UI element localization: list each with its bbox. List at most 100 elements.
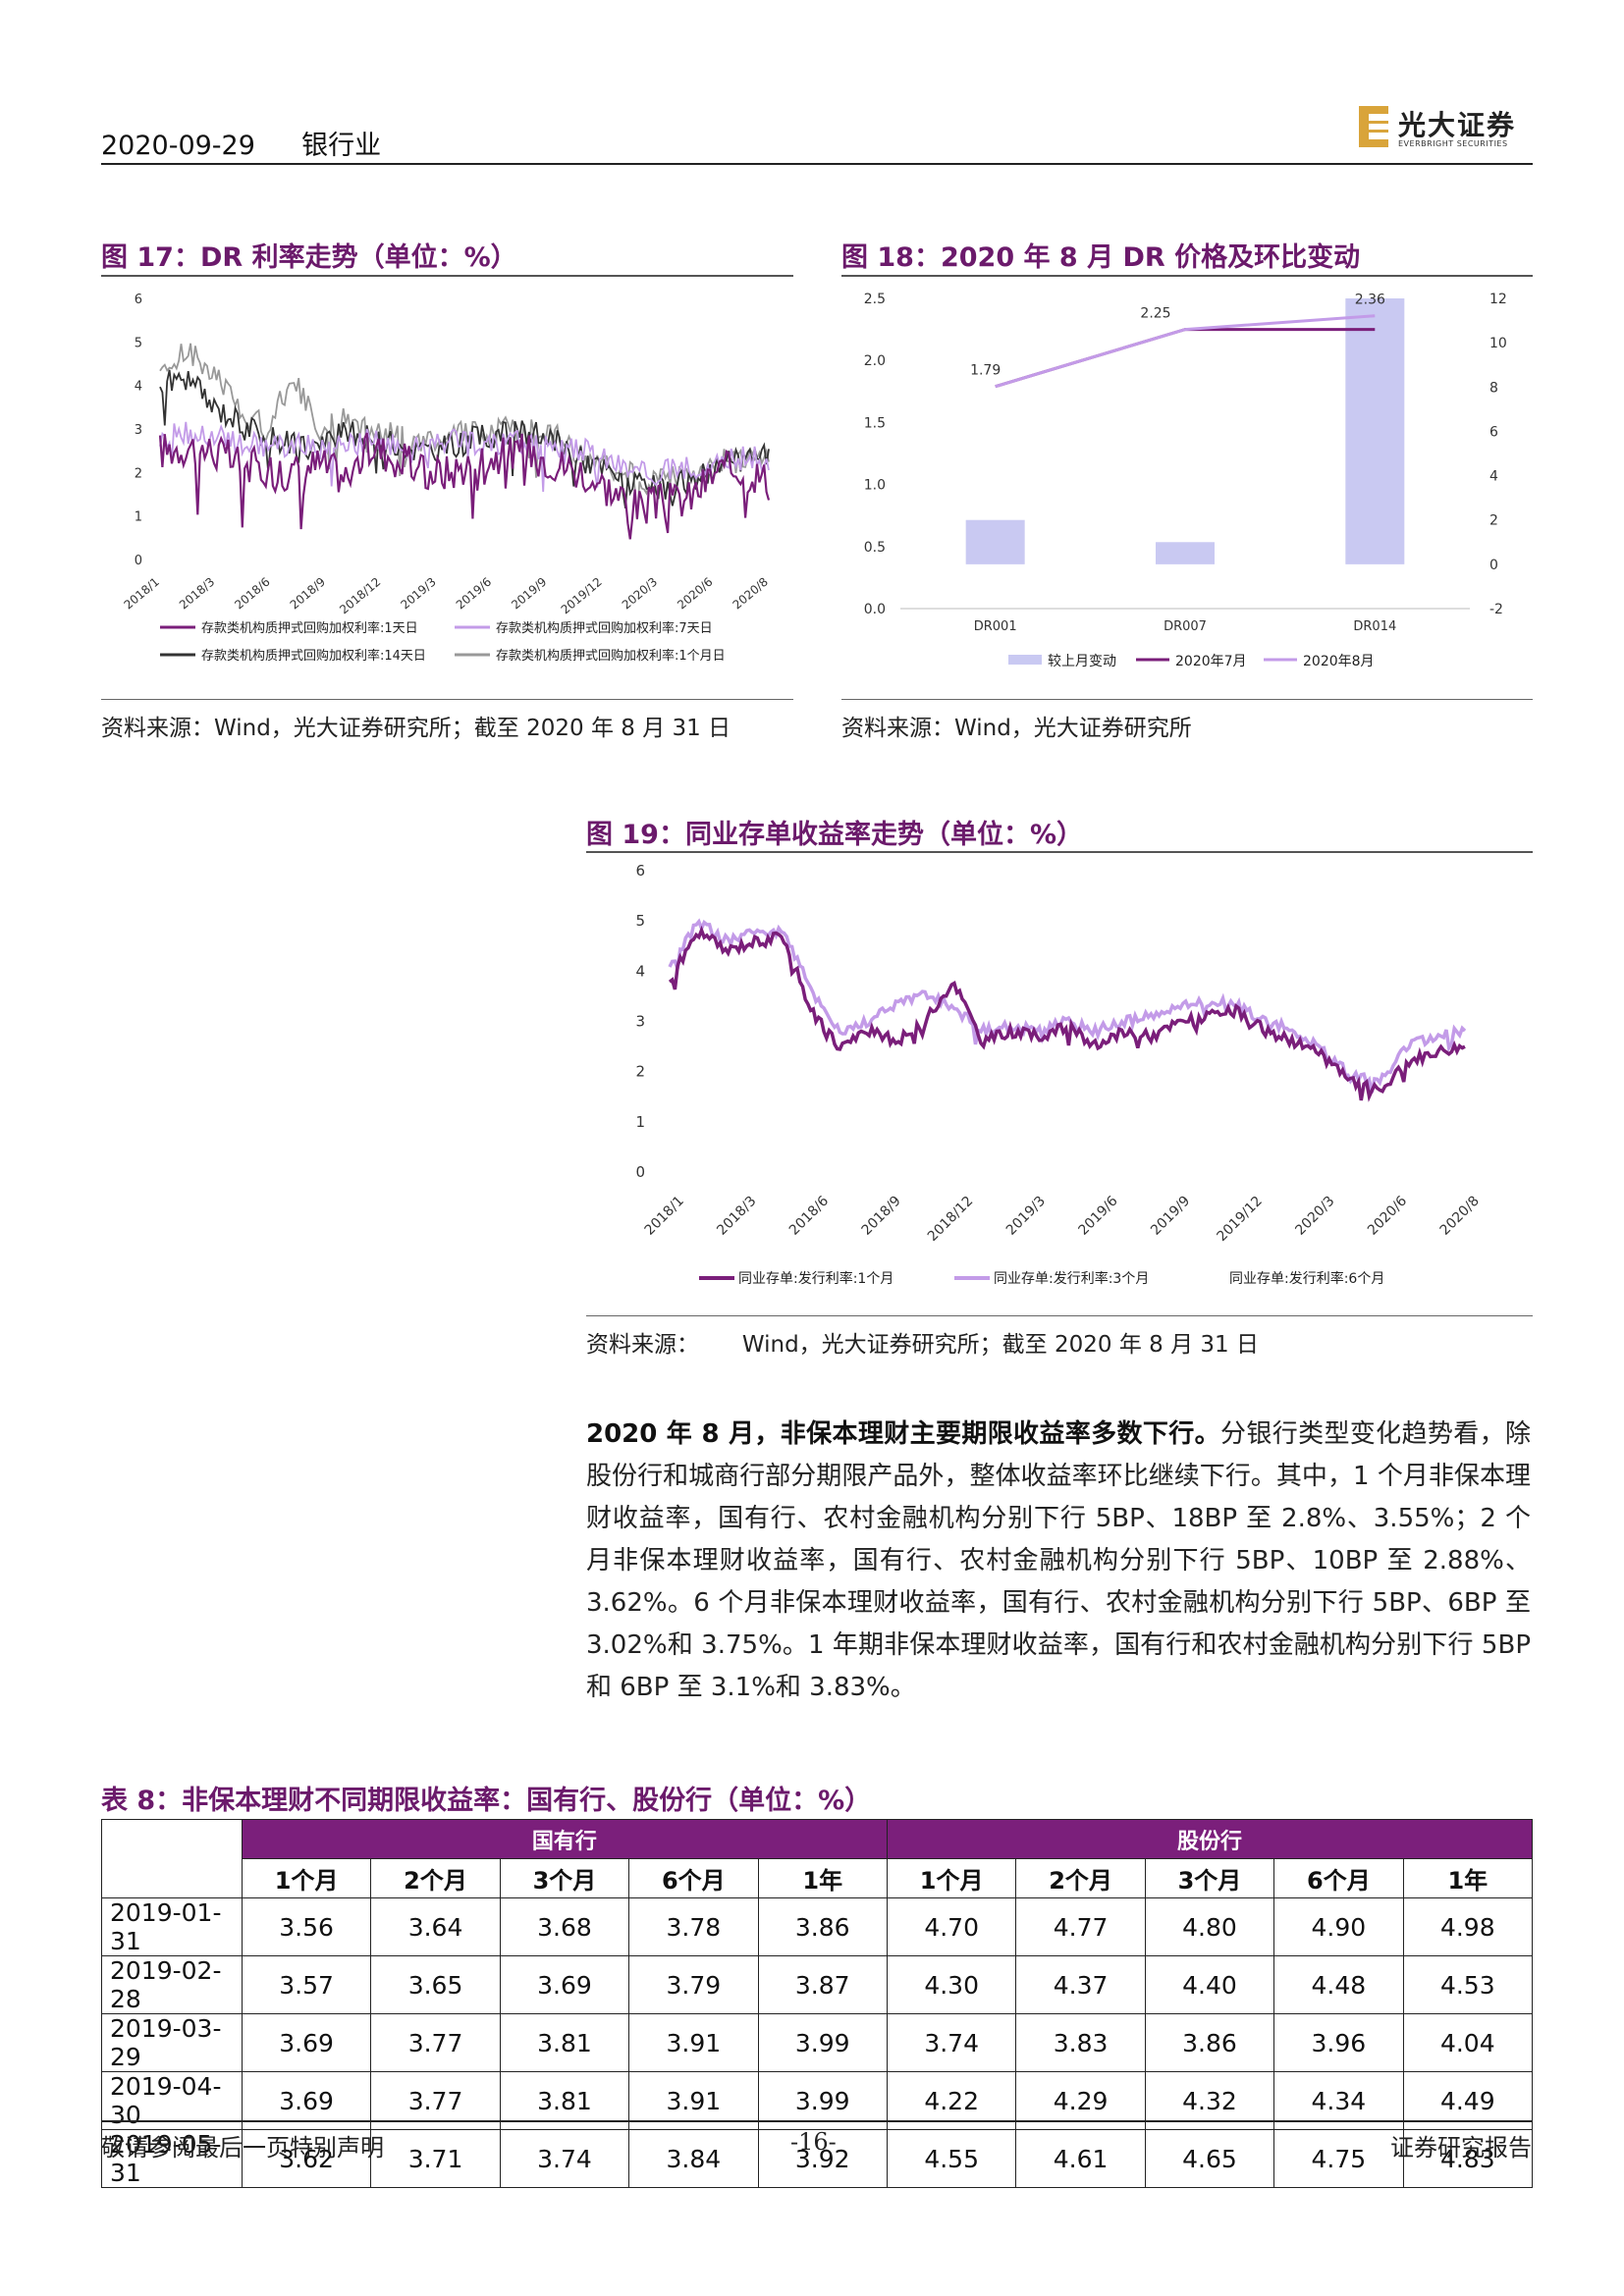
report-header: 2020-09-29 银行业 (101, 124, 381, 162)
fig19-x-tick-label: 2019/12 (1214, 1194, 1265, 1245)
fig17-series-line (159, 421, 770, 493)
table8-value-cell: 3.74 (886, 2013, 1017, 2072)
table8-value-cell: 3.77 (370, 2013, 501, 2072)
table8-subheader-cell: 2个月 (1015, 1858, 1146, 1898)
fig17-series-line (158, 432, 771, 540)
table8-value-cell: 3.86 (1144, 2013, 1275, 2072)
table8-value-cell: 4.37 (1015, 1955, 1146, 2014)
fig17-x-tick-label: 2019/12 (559, 575, 605, 617)
fig18-right-tick-label: 12 (1489, 292, 1507, 307)
fig19-y-tick-label: 1 (635, 1113, 645, 1131)
table8-value-cell: 3.71 (370, 2129, 501, 2188)
fig18-right-tick-label: 4 (1489, 469, 1498, 485)
table8-value-cell: 3.81 (499, 2013, 630, 2072)
table8-value-cell: 4.40 (1144, 1955, 1275, 2014)
table8-value-cell: 3.74 (499, 2129, 630, 2188)
fig17-source: 资料来源：Wind，光大证券研究所；截至 2020 年 8 月 31 日 (101, 716, 731, 741)
paragraph-lead: 2020 年 8 月，非保本理财主要期限收益率多数下行。 (586, 1419, 1220, 1449)
table8-value-cell: 4.83 (1402, 2129, 1534, 2188)
fig19-x-tick-label: 2019/9 (1148, 1194, 1193, 1239)
fig19-x-tick-label: 2019/3 (1003, 1194, 1049, 1239)
table8-group-joint: 股份行 (886, 1819, 1534, 1859)
table8-value-cell: 3.87 (757, 1955, 888, 2014)
fig19-y-tick-label: 5 (635, 912, 645, 930)
fig17-y-tick-label: 2 (135, 466, 142, 481)
table8-subheader-cell: 3个月 (499, 1858, 630, 1898)
fig17-x-tick-label: 2018/3 (177, 575, 217, 613)
fig19-x-tick-label: 2020/3 (1292, 1194, 1337, 1239)
fig17-chart: 0 1 2 3 4 5 6 2018/1 2018/3 2018/6 2018/9 2018/12 20… (122, 293, 771, 664)
table8-subheader-cell: 6个月 (1273, 1858, 1404, 1898)
fig18-legend-label: 2020年7月 (1175, 654, 1247, 669)
fig17-y-tick-label: 5 (135, 336, 142, 350)
footer-page-number: -16- (790, 2128, 837, 2156)
fig18-chart: 0.0 0.5 1.0 1.5 2.0 2.5 -2 0 2 4 6 8 10 12 DR001 DR007 D… (864, 292, 1507, 669)
fig17-x-tick-label: 2020/3 (620, 575, 660, 613)
fig18-right-tick-label: -2 (1489, 602, 1503, 617)
report-date: 2020-09-29 (101, 131, 255, 161)
fig18-left-tick-label: 2.5 (864, 292, 886, 307)
fig17-x-tick-label: 2020/8 (731, 575, 771, 613)
table8-value-cell: 4.77 (1015, 1897, 1146, 1956)
fig18-left-tick-label: 1.5 (864, 415, 886, 431)
table8-body: 2019-01-31 3.56 3.64 3.68 3.78 3.86 4.70 4.77 4.… (101, 1897, 1534, 2188)
fig19-legend-label: 同业存单:发行利率:6个月 (1229, 1270, 1384, 1287)
table8-value-cell: 4.75 (1273, 2129, 1404, 2188)
fig17-x-tick-label: 2019/6 (454, 575, 494, 613)
fig19-y-tick-label: 2 (635, 1063, 645, 1081)
table8-value-cell: 3.83 (1015, 2013, 1146, 2072)
table8-value-cell: 3.91 (628, 2013, 759, 2072)
table8-subheader-cell: 3个月 (1144, 1858, 1275, 1898)
fig17-y-tick-label: 6 (135, 293, 142, 307)
fig19-chart: 0 1 2 3 4 5 6 2018/1 2018/3 2018/6 2018/9 2018/12 20… (635, 862, 1482, 1287)
fig17-legend-label: 存款类机构质押式回购加权利率:1个月日 (496, 648, 726, 664)
logo-icon (1359, 106, 1388, 147)
fig17-y-tick-label: 4 (135, 380, 142, 395)
fig19-x-tick-label: 2018/6 (786, 1193, 832, 1238)
table8-value-cell: 4.65 (1144, 2129, 1275, 2188)
fig19-y-tick-label: 0 (635, 1163, 645, 1181)
table8-value-cell: 3.68 (499, 1897, 630, 1956)
table8-value-cell: 4.53 (1402, 1955, 1534, 2014)
fig18-data-label: 1.79 (970, 363, 1001, 379)
fig19-y-tick-label: 3 (635, 1013, 645, 1031)
table8-corner (101, 1819, 243, 1859)
fig18-right-tick-label: 2 (1489, 513, 1498, 529)
everbright-logo: 光大证券 EVERBRIGHT SECURITIES (1355, 102, 1532, 151)
table8-subheader-cell: 1年 (757, 1858, 888, 1898)
fig18-left-tick-label: 0.5 (864, 540, 886, 556)
fig18-series-line (995, 314, 1376, 389)
fig18-data-label: 2.36 (1355, 293, 1385, 308)
fig17-x-tick-label: 2018/9 (288, 575, 328, 613)
fig17-title: 图 17：DR 利率走势（单位：%） (101, 242, 517, 273)
table8-value-cell: 4.61 (1015, 2129, 1146, 2188)
fig17-y-tick-label: 1 (135, 510, 142, 525)
table8-date-cell: 2019-03-29 (101, 2013, 243, 2072)
table8-value-cell: 3.62 (241, 2129, 372, 2188)
fig18-series-line (995, 328, 1376, 389)
fig18-bar (965, 519, 1025, 564)
fig18-right-tick-label: 0 (1489, 558, 1498, 573)
fig18-legend-swatch (1008, 655, 1042, 665)
fig17-x-tick-label: 2019/3 (398, 575, 438, 613)
fig19-series-line (668, 918, 1467, 1094)
fig18-right-tick-label: 10 (1489, 336, 1507, 351)
fig19-y-tick-label: 4 (635, 962, 645, 980)
table8-value-cell: 3.69 (241, 2013, 372, 2072)
fig17-x-tick-label: 2018/12 (337, 575, 383, 617)
fig19-x-tick-label: 2018/9 (859, 1194, 904, 1239)
table8-value-cell: 4.80 (1144, 1897, 1275, 1956)
fig19-x-tick-label: 2019/6 (1075, 1193, 1120, 1238)
fig18-top-rule (841, 275, 1533, 277)
table-row: 2019-01-31 3.56 3.64 3.68 3.78 3.86 4.70 4.77 4.… (101, 1897, 1534, 1956)
fig19-top-rule (586, 851, 1533, 853)
fig18-legend-label: 2020年8月 (1303, 654, 1375, 669)
fig19-x-tick-label: 2020/6 (1365, 1193, 1410, 1238)
table8-date-cell: 2019-01-31 (101, 1897, 243, 1956)
fig19-legend-label: 同业存单:发行利率:1个月 (738, 1270, 893, 1287)
table8-value-cell: 3.92 (757, 2129, 888, 2188)
table8-value-cell: 3.99 (757, 2013, 888, 2072)
table8-value-cell: 4.04 (1402, 2013, 1534, 2072)
fig19-series-line (668, 925, 1466, 1102)
table8-value-cell: 4.70 (886, 1897, 1017, 1956)
